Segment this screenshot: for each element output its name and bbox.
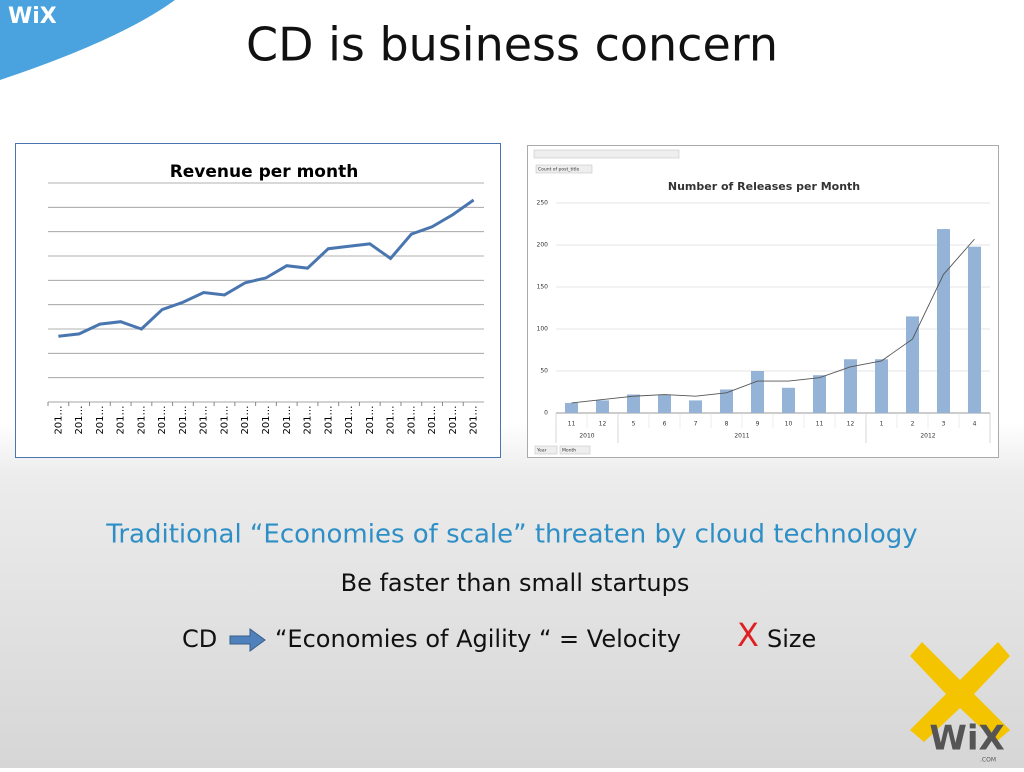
pivot-bar <box>533 149 680 159</box>
x-tick-label: 3 <box>942 421 946 428</box>
bar <box>844 359 857 413</box>
field-button-label: Month <box>562 448 576 454</box>
revenue-line <box>58 198 475 338</box>
bar <box>751 371 764 413</box>
y-tick-label: 200 <box>537 242 549 249</box>
x-tick-label: 5 <box>632 421 636 428</box>
x-tick-label: 201… <box>157 405 168 434</box>
x-tick-label: 201… <box>240 405 251 434</box>
x-tick-label: 201… <box>219 405 230 434</box>
x-tick-label: 8 <box>725 421 729 428</box>
bar <box>906 316 919 413</box>
x-tick-label: 201… <box>116 405 127 434</box>
x-tick-label: 201… <box>303 405 314 434</box>
bar <box>720 389 733 413</box>
line-3-end: Size <box>767 625 816 653</box>
x-tick-label: 12 <box>847 421 855 428</box>
bar <box>875 359 888 413</box>
group-label: 2010 <box>579 433 594 440</box>
x-tick-label: 4 <box>973 421 977 428</box>
x-tick-label: 201… <box>469 405 480 434</box>
arrow <box>229 628 266 652</box>
x-tick-label: 201… <box>199 405 210 434</box>
y-tick-label: 0 <box>544 410 548 417</box>
x-tick-label: 12 <box>599 421 607 428</box>
chart-title: Revenue per month <box>170 162 359 182</box>
logo-swoosh <box>0 0 175 80</box>
x-tick-label: 2 <box>911 421 915 428</box>
x-tick-label: 201… <box>53 405 64 434</box>
bar <box>658 394 671 413</box>
bar <box>565 402 578 413</box>
x-tick-label: 201… <box>136 405 147 434</box>
field-button <box>535 164 593 174</box>
chart-frame <box>15 143 501 458</box>
x-tick-label: 201… <box>178 405 189 434</box>
bar <box>937 229 950 413</box>
logo-top: WiX <box>8 4 57 29</box>
x-tick-label: 201… <box>448 405 459 434</box>
y-tick-label: 250 <box>537 200 549 207</box>
x-tick-label: 6 <box>663 421 667 428</box>
trend-line <box>571 238 975 404</box>
x-tick-label: 201… <box>365 405 376 434</box>
chart-title: Number of Releases per Month <box>668 180 860 193</box>
field-button-label: Count of post_title <box>538 167 580 173</box>
y-tick-label: 100 <box>537 326 549 333</box>
bar <box>596 400 609 413</box>
x-tick-label: 11 <box>568 421 576 428</box>
x-tick-label: 7 <box>694 421 698 428</box>
field-button <box>534 445 558 455</box>
x-tick-label: 201… <box>406 405 417 434</box>
x-tick-label: 201… <box>427 405 438 434</box>
bar <box>627 394 640 413</box>
line-3-start: CD <box>182 625 217 653</box>
x-tick-label: 201… <box>386 405 397 434</box>
logo-bottom: WiX <box>929 719 1004 759</box>
field-button-label: Year <box>536 448 547 454</box>
x-tick-label: 201… <box>344 405 355 434</box>
x-tick-label: 201… <box>282 405 293 434</box>
x-tick-label: 11 <box>816 421 824 428</box>
bar <box>813 375 826 413</box>
group-label: 2012 <box>920 433 935 440</box>
group-label: 2011 <box>734 433 749 440</box>
line-1: Traditional “Economies of scale” threate… <box>105 520 917 550</box>
logo-bottom-sub: .COM <box>980 757 996 764</box>
x-tick-label: 201… <box>95 405 106 434</box>
x-tick-label: 10 <box>785 421 793 428</box>
line-3-x: X <box>737 616 759 654</box>
x-tick-label: 201… <box>261 405 272 434</box>
x-tick-label: 201… <box>74 405 85 434</box>
bar <box>689 400 702 413</box>
y-tick-label: 50 <box>540 368 548 375</box>
y-tick-label: 150 <box>537 284 549 291</box>
bar <box>782 387 795 413</box>
logo-mark <box>910 642 1010 742</box>
x-tick-label: 201… <box>323 405 334 434</box>
line-3-middle: “Economies of Agility “ = Velocity <box>275 625 681 653</box>
bar <box>968 246 981 413</box>
slide-title: CD is business concern <box>246 18 778 72</box>
field-button <box>559 445 591 455</box>
line-2: Be faster than small startups <box>341 569 690 597</box>
x-tick-label: 9 <box>756 421 760 428</box>
x-tick-label: 1 <box>880 421 884 428</box>
